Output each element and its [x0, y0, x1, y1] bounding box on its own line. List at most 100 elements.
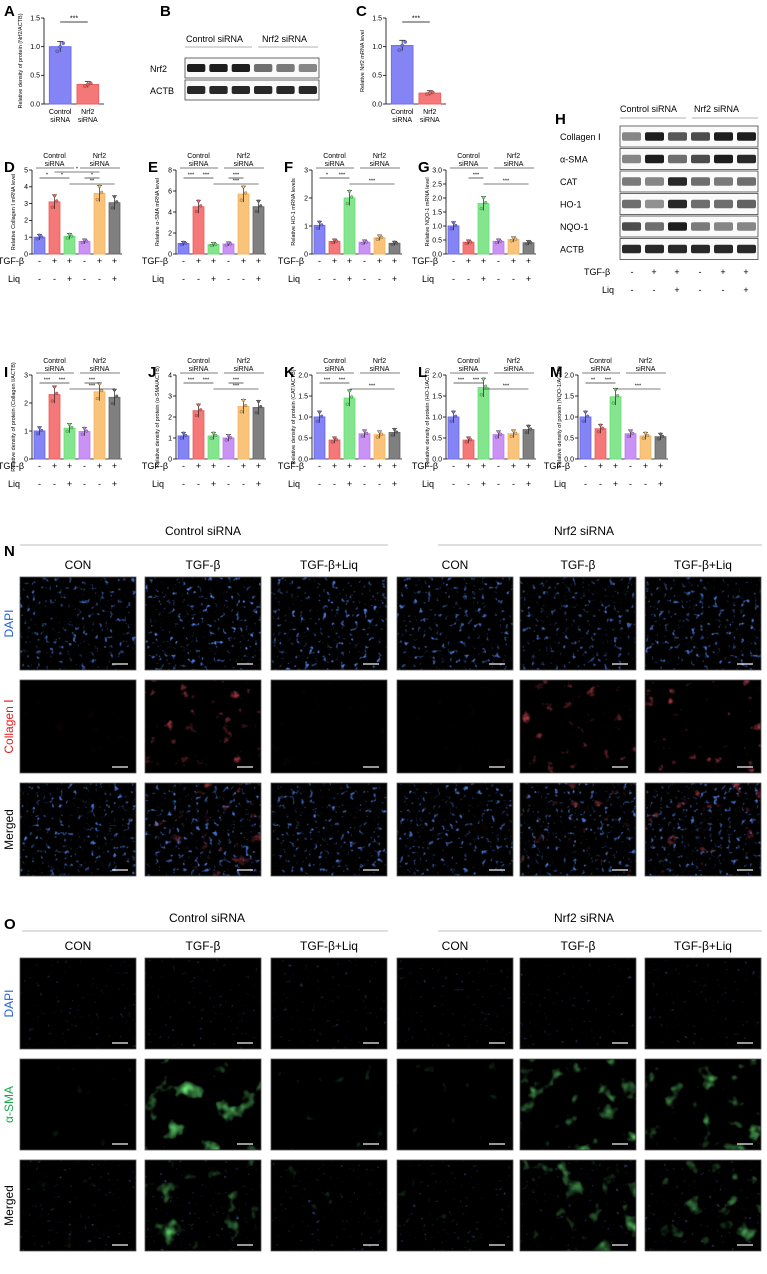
L-point [509, 434, 513, 438]
F-tgf-sign-2: + [347, 256, 352, 266]
F-tgf-sign-1: + [332, 256, 337, 266]
F-point [360, 241, 364, 245]
panel-c: C 0.0 0.5 1.0 1.5 Relative Nrf2 mRNA level Co… [356, 3, 446, 124]
G-hdr-nrf2-1: Nrf2 [507, 153, 520, 160]
blot-h [619, 125, 759, 260]
J-point [184, 433, 188, 437]
D-point [115, 200, 119, 204]
panelO-image-r0-c3 [396, 957, 514, 1050]
I-point [40, 428, 44, 432]
M-point [583, 410, 588, 414]
E-point [196, 199, 201, 203]
E-tgf-sign-5: + [256, 256, 261, 266]
panelC-point [428, 91, 432, 95]
L-tgf-sign-3: - [497, 461, 500, 471]
blot-h-row-2-band-5 [737, 177, 756, 186]
K-liq-sign-2: + [347, 479, 352, 489]
E-sig-2: *** [233, 173, 240, 179]
h-row-label-0: Collagen Ⅰ [560, 132, 601, 142]
panelN-image-r2-c5 [644, 782, 762, 877]
L-point [526, 424, 531, 428]
blot-h-row-2-band-1 [645, 177, 664, 186]
M-liq-sign-4: - [644, 479, 647, 489]
D-bar-4 [93, 193, 106, 255]
panel-h: H Control siRNA Nrf2 siRNA TGF-β Liq - - +… [555, 104, 759, 295]
F-tgf-sign-4: + [377, 256, 382, 266]
M-liq-sign-2: + [613, 479, 618, 489]
I-point [80, 432, 84, 436]
E-ytick-label: 0 [168, 251, 172, 258]
D-liq-label: Liq [8, 274, 20, 284]
I-point [55, 391, 59, 395]
D-point [40, 235, 44, 239]
panelC-category-0: Control [391, 109, 414, 116]
M-tgf-sign-3: - [629, 461, 632, 471]
panelN-image-r1-c2 [270, 679, 388, 774]
panel-letter-e: E [148, 159, 158, 176]
panelC-point [431, 90, 435, 95]
blot-h-row-1-band-2 [668, 154, 687, 164]
blot-h-row-5-band-5 [737, 244, 756, 254]
J-liq-sign-2: + [211, 479, 216, 489]
K-tgf-sign-1: + [332, 461, 337, 471]
K-liq-label: Liq [288, 479, 300, 489]
D-point [85, 239, 89, 243]
F-ytick-label: 1 [304, 223, 308, 230]
I-point [65, 429, 69, 433]
E-hdr-nrf2-2: siRNA [234, 161, 254, 168]
L-ylabel: Relative density of protein (HO-1/ACTB) [425, 368, 431, 466]
panelA-category-1: Nrf2 [81, 109, 94, 116]
J-tgf-label: TGF-β [142, 461, 168, 471]
L-tgf-sign-2: + [481, 461, 486, 471]
panelN-image-layer-0 [397, 577, 513, 670]
panelO-col-1: TGF-β [186, 939, 221, 953]
panelN-image-r0-c0 [19, 576, 137, 671]
F-liq-sign-5: + [392, 274, 397, 284]
panelN-image-layer-0 [20, 783, 136, 876]
panelC-ylabel: Relative Nrf2 mRNA level [360, 30, 366, 92]
blot-b-nrf2-frame [184, 57, 320, 79]
I-hdr-control-2: siRNA [45, 366, 65, 373]
n-header-control: Control siRNA [165, 524, 241, 538]
E-ylabel: Relative α-SMA mRNA level [155, 178, 161, 246]
panelC-ytick-label: 1.5 [372, 15, 382, 22]
K-point [317, 410, 322, 414]
J-point [199, 408, 203, 412]
panelN-image-layer-0 [20, 680, 136, 773]
F-tgf-label: TGF-β [278, 256, 304, 266]
I-liq-sign-1: - [53, 479, 56, 489]
E-point [184, 241, 188, 245]
panel-letter-i: I [4, 364, 8, 381]
F-point [390, 242, 394, 246]
panelN-col-2: TGF-β+Liq [300, 558, 358, 572]
panelN-image-r2-c3 [396, 782, 514, 877]
F-tgf-sign-3: - [363, 256, 366, 266]
blot-b-nrf2-band-4 [276, 64, 295, 72]
E-liq-label: Liq [152, 274, 164, 284]
grid-n: CON TGF-β TGF-β+Liq CON TGF-β TGF-β+Liq DAPI Co… [2, 558, 762, 877]
panelO-image-layer-1 [145, 1160, 261, 1251]
panelN-image-layer-0 [145, 577, 261, 670]
K-point [375, 435, 379, 439]
panelO-image-layer-1 [397, 1160, 513, 1251]
G-liq-sign-1: - [467, 274, 470, 284]
J-ylabel: Relative density of protein (α-SMA/ACTB) [155, 366, 161, 468]
D-point [65, 236, 69, 240]
G-liq-label: Liq [422, 274, 434, 284]
D-liq-sign-0: - [38, 274, 41, 284]
G-liq-sign-3: - [497, 274, 500, 284]
M-point [586, 414, 590, 418]
J-bar-4 [237, 406, 250, 460]
blot-h-row-1-band-0 [622, 154, 641, 164]
I-point [67, 422, 72, 427]
panel-letter-g: G [418, 159, 430, 176]
M-liq-label: Liq [554, 479, 566, 489]
J-point [179, 436, 183, 440]
blot-h-row-1-band-4 [714, 154, 733, 164]
G-point [469, 240, 473, 244]
J-tgf-sign-0: - [182, 461, 185, 471]
K-sig-1: *** [339, 378, 346, 384]
h-header-nrf2: Nrf2 siRNA [694, 104, 739, 114]
F-point [350, 195, 354, 199]
panelO-image-layer-0 [520, 1059, 636, 1150]
